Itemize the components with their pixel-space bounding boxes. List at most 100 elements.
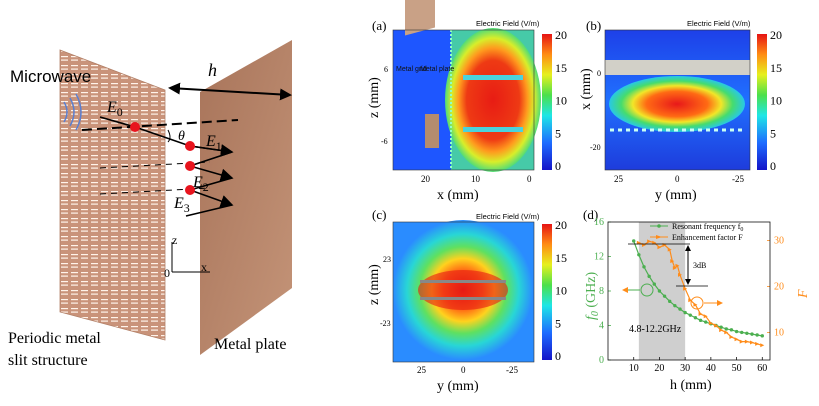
panel-c-xlabel: y (mm): [437, 379, 479, 394]
microwave-wave-icon: [63, 101, 68, 123]
h-label: h: [208, 60, 217, 80]
freq-point: [657, 289, 662, 293]
freq-point: [760, 334, 764, 338]
freq-circle: [640, 283, 654, 297]
metal-plate-label: Metal plate: [214, 336, 286, 353]
annot-band: 4.8-12.2GHz: [629, 324, 682, 335]
freq-point: [632, 239, 636, 243]
colorbar-tick: 15: [770, 61, 782, 75]
panel-d-ytick-left: 16: [594, 217, 604, 228]
factor-point: [683, 286, 688, 291]
factor-point: [734, 337, 739, 342]
panel-a-hotspot: [445, 28, 541, 172]
freq-point: [724, 327, 728, 331]
factor-point: [719, 328, 724, 333]
panel-b: (b) Electric Field (V/m) 20 15 10 5 0 x (mm)…: [579, 18, 782, 203]
freq-point: [745, 331, 749, 335]
factor-point: [739, 339, 744, 344]
colorbar-tick: 0: [770, 159, 776, 173]
panel-c-ytick: 23: [383, 255, 391, 264]
colorbar-tick: 20: [555, 218, 567, 232]
theta-label: θ: [178, 129, 185, 144]
h-arrow: [168, 82, 292, 101]
panel-b-xtick: 0: [675, 174, 680, 184]
panel-c-xtick: 25: [417, 365, 427, 375]
panel-c: (c) Electric Field (V/m) 20 15 10 5 0 z (mm)…: [367, 207, 567, 394]
panel-d-xtick: 20: [654, 363, 664, 374]
freq-point: [647, 274, 651, 279]
factor-point: [708, 321, 713, 326]
panel-d-xtick: 10: [629, 363, 639, 374]
freq-point: [673, 303, 677, 308]
factor-point: [675, 263, 680, 268]
panel-a-inset-grid: [405, 0, 435, 36]
e1-label: E1: [205, 133, 222, 153]
panel-a-colorbar: [542, 34, 552, 170]
factor-point: [755, 341, 760, 346]
panel-a-inset-plate: [425, 114, 439, 148]
panel-d-xtick: 60: [757, 363, 767, 374]
freq-point: [637, 253, 641, 257]
factor-point: [698, 312, 703, 316]
factor-point: [760, 343, 765, 348]
panel-c-ytick: -23: [380, 319, 391, 328]
panel-d-ytick-left: 8: [599, 286, 604, 297]
freq-point: [688, 313, 692, 317]
factor-circle: [690, 296, 704, 310]
freq-point: [693, 316, 698, 320]
panel-a-slit: [463, 127, 523, 132]
freq-point: [683, 310, 687, 315]
factor-point: [672, 266, 677, 270]
panel-b-xlabel: y (mm): [655, 188, 697, 203]
panel-c-xtick: 0: [461, 365, 466, 375]
freq-point: [755, 333, 759, 337]
panel-b-xtick: 25: [614, 174, 624, 184]
panel-b-ytick: -20: [590, 143, 601, 152]
factor-point: [670, 259, 675, 264]
e2-point: [185, 161, 195, 171]
schematic: Microwave h E0 E1 E2 E3 θ z x 0 Periodic…: [8, 40, 292, 369]
panel-a-inset-metal-grid: Metal grid: [396, 66, 427, 73]
panel-a-colorbar-title: Electric Field (V/m): [476, 19, 540, 28]
panel-a-xtick: 0: [527, 174, 532, 184]
factor-point: [724, 330, 729, 335]
beam-line: [99, 116, 136, 128]
metal-plate: [200, 40, 292, 355]
panel-d-frame: [607, 221, 771, 361]
legend-freq-label: Resonant frequency f0: [672, 222, 743, 233]
panel-c-ylabel: z (mm): [367, 264, 382, 305]
e3-label: E3: [173, 195, 190, 215]
panel-a-inset-metal-plate: Metal plate: [420, 66, 454, 73]
panel-b-ytick: 0: [597, 69, 601, 78]
e1-point: [185, 141, 195, 151]
panel-a-ytick: -6: [381, 137, 388, 146]
axis-z-label: z: [172, 233, 177, 247]
panel-d-ytick-right: 20: [774, 281, 784, 292]
periodic-label-line2: slit structure: [8, 352, 88, 369]
panel-a-xlabel: x (mm): [437, 188, 479, 203]
panel-d-xtick: 30: [680, 363, 690, 374]
freq-point: [740, 330, 744, 335]
panel-a-ytick: 6: [384, 65, 388, 74]
colorbar-tick: 15: [555, 61, 567, 75]
colorbar-tick: 10: [555, 94, 567, 108]
theta-arc: [167, 129, 171, 143]
panel-d-ytick-right: 30: [774, 235, 784, 246]
factor-point: [647, 239, 652, 244]
panel-c-slit: [420, 297, 506, 300]
periodic-label-line1: Periodic metal: [8, 330, 101, 347]
colorbar-tick: 20: [770, 28, 782, 42]
microwave-label: Microwave: [10, 67, 91, 86]
factor-point: [750, 340, 754, 345]
dashed-line: [81, 119, 239, 131]
annot-3db: 3dB: [693, 261, 706, 270]
panel-d-ylabel-right: F: [796, 289, 811, 299]
band-shade: [638, 222, 686, 360]
factor-point: [744, 339, 749, 344]
factor-point: [657, 245, 662, 250]
e2-label: E2: [192, 174, 209, 194]
panel-a-slit: [463, 75, 523, 80]
colorbar-tick: 5: [555, 316, 561, 330]
panel-d-tag: (d): [583, 207, 598, 222]
